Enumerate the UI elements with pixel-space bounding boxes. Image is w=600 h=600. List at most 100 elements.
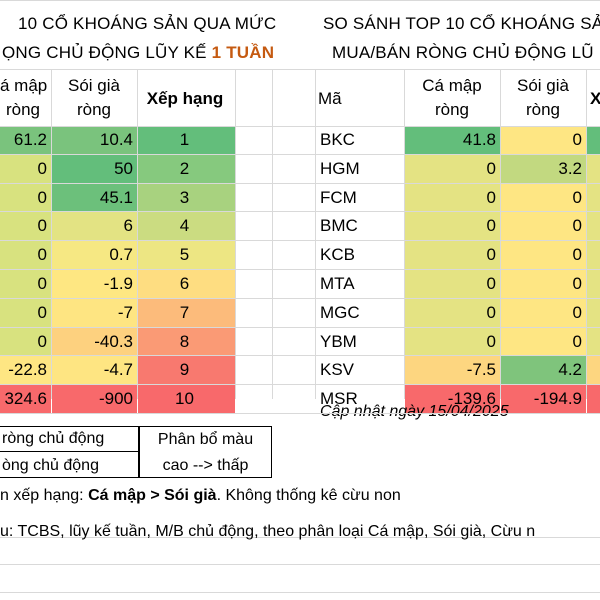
gridline — [0, 211, 600, 212]
rank-cell-bg — [138, 385, 235, 413]
gridline — [0, 0, 600, 1]
ca-map-cell-bg — [405, 241, 500, 269]
gridline — [404, 69, 405, 399]
gridline — [586, 69, 587, 399]
soi-gia-cell: 0 — [572, 130, 582, 149]
ticker-cell: BKC — [320, 130, 355, 149]
ca-map-cell: 0 — [37, 331, 47, 351]
ticker-cell: BMC — [320, 216, 358, 236]
soi-gia-cell-bg — [501, 183, 586, 212]
legend-item-divider — [0, 451, 139, 452]
ca-map-cell: 0 — [486, 245, 496, 265]
soi-gia-cell-bg — [52, 270, 137, 298]
soi-gia-cell: 6 — [123, 216, 133, 236]
gridline — [0, 537, 600, 538]
rank-cell-bg — [587, 327, 600, 356]
ca-map-cell-bg — [0, 298, 51, 327]
right-header-soi-gia-line1: Sói già — [517, 76, 569, 95]
soi-gia-cell: 50 — [114, 158, 133, 178]
gridline — [0, 592, 600, 593]
gridline — [0, 384, 600, 385]
ca-map-cell: 0 — [486, 158, 496, 178]
source-note: u: TCBS, lũy kế tuần, M/B chủ động, theo… — [0, 523, 536, 540]
ca-map-cell-bg — [0, 154, 51, 183]
rank-cell-bg — [587, 154, 600, 183]
rank-cell-bg — [587, 298, 600, 327]
rank-cell-bg — [587, 183, 600, 212]
gridline — [272, 69, 273, 399]
legend-item-1: ròng chủ động — [2, 430, 105, 447]
soi-gia-cell: -7 — [117, 302, 133, 322]
update-date-note: Cập nhật ngày 15/04/2025 — [320, 403, 509, 420]
soi-gia-cell: 0 — [572, 187, 582, 207]
rank-cell-bg — [138, 270, 235, 298]
ticker-cell: MGC — [320, 302, 360, 322]
left-header-xep-hang: Xếp hạng — [146, 89, 224, 108]
soi-gia-cell-bg — [501, 270, 586, 298]
rank-cell-bg — [138, 241, 235, 269]
soi-gia-cell-bg — [52, 154, 137, 183]
soi-gia-cell-bg — [501, 298, 586, 327]
left-table-title-line1: 10 CỔ KHOÁNG SẢN QUA MỨC — [18, 14, 277, 33]
gridline — [235, 69, 236, 399]
rank-cell: 10 — [175, 389, 194, 409]
rank-cell-bg — [587, 356, 600, 385]
rank-cell-bg — [138, 298, 235, 327]
left-title-period-highlight: 1 TUẦN — [211, 43, 275, 62]
gridline — [315, 69, 316, 399]
right-header-xep-hang: X — [590, 89, 600, 108]
soi-gia-cell-bg — [52, 126, 137, 154]
rank-cell: 1 — [179, 130, 190, 149]
rank-cell: 4 — [179, 216, 190, 236]
rank-cell-bg — [138, 126, 235, 154]
ca-map-cell-bg — [0, 183, 51, 212]
ca-map-cell: 61.2 — [13, 130, 47, 149]
gridline — [500, 69, 501, 399]
ranking-note-bold: Cá mập > Sói già — [88, 487, 217, 504]
gridline — [0, 327, 600, 328]
ca-map-cell-bg — [405, 183, 500, 212]
ca-map-cell-bg — [405, 356, 500, 385]
rank-cell-bg — [587, 385, 600, 413]
gridline — [0, 355, 600, 356]
soi-gia-cell-bg — [501, 327, 586, 356]
ranking-note-suffix: . Không thống kê cừu non — [216, 487, 401, 504]
ca-map-cell-bg — [405, 154, 500, 183]
ca-map-cell: 0 — [486, 216, 496, 236]
ca-map-cell: 0 — [37, 216, 47, 236]
left-header-ca-map-line2: ròng — [5, 100, 40, 119]
gridline — [137, 69, 138, 399]
soi-gia-cell: -40.3 — [94, 331, 133, 351]
soi-gia-cell-bg — [52, 183, 137, 212]
soi-gia-cell-bg — [501, 154, 586, 183]
soi-gia-cell: 0.7 — [109, 245, 133, 265]
soi-gia-cell: 45.1 — [99, 187, 133, 207]
soi-gia-cell-bg — [52, 241, 137, 269]
right-header-ca-map-line1: Cá mập — [422, 76, 482, 95]
ca-map-cell-bg — [0, 270, 51, 298]
legend-color-label-line2: cao --> thấp — [162, 457, 249, 474]
right-table-title-line1: SO SÁNH TOP 10 CỔ KHOÁNG SẢ — [323, 14, 600, 33]
gridline — [51, 69, 52, 399]
gridline — [0, 564, 600, 565]
rank-cell-bg — [587, 241, 600, 269]
soi-gia-cell: 0 — [572, 331, 582, 351]
soi-gia-cell-bg — [52, 385, 137, 413]
soi-gia-cell-bg — [52, 356, 137, 385]
gridline — [0, 183, 600, 184]
ca-map-cell: 0 — [37, 274, 47, 293]
gridline — [0, 269, 600, 270]
soi-gia-cell-bg — [501, 385, 586, 413]
right-header-ca-map-line2: ròng — [434, 100, 470, 119]
ca-map-cell: -7.5 — [466, 360, 496, 380]
ca-map-cell: 0 — [37, 187, 47, 207]
soi-gia-cell-bg — [52, 298, 137, 327]
ca-map-cell-bg — [405, 385, 500, 413]
ca-map-cell-bg — [405, 270, 500, 298]
ca-map-cell: 0 — [486, 331, 496, 351]
ca-map-cell-bg — [405, 327, 500, 356]
rank-cell-bg — [138, 183, 235, 212]
rank-cell-bg — [587, 126, 600, 154]
rank-cell-bg — [587, 212, 600, 241]
rank-cell: 2 — [179, 158, 190, 178]
